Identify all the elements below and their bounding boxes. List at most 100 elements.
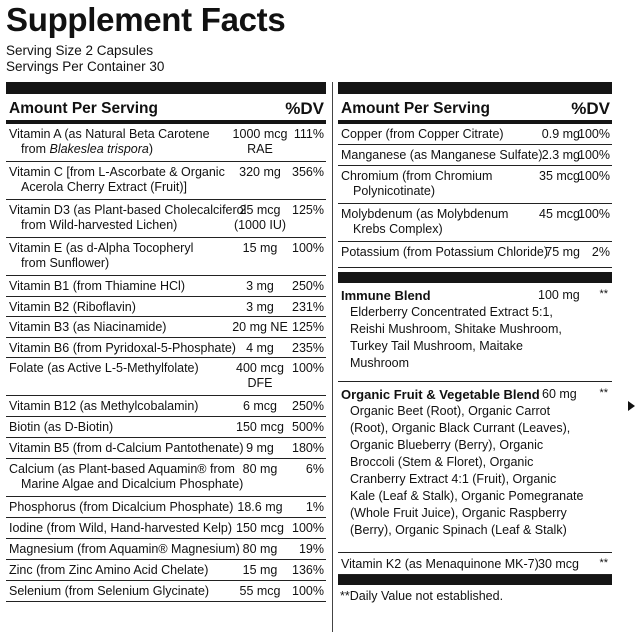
mineral-amount: 45 mcg	[539, 207, 580, 221]
nutrient-dv: 250%	[292, 399, 324, 413]
nutrient-dv: 111%	[293, 127, 324, 141]
nutrient-amount-line1: 80 mg	[242, 542, 278, 556]
nutrient-amount-line1: 55 mcg	[239, 584, 281, 598]
nutrient-amount: 18.6 mg	[224, 500, 296, 515]
mineral-name: Potassium (from Potassium Chloride)	[341, 245, 548, 260]
nutrient-amount: 1000 mcg RAE	[224, 127, 296, 157]
nutrient-amount-line1: 18.6 mg	[237, 500, 283, 514]
nutrient-row: Vitamin B3 (as Niacinamide) 20 mg NE 125%	[6, 317, 326, 338]
left-rows: Vitamin A (as Natural Beta Carotene from …	[6, 124, 326, 602]
nutrient-name-line2: from Wild-harvested Lichen)	[21, 218, 178, 232]
right-header: Amount Per Serving %DV	[338, 94, 612, 124]
nutrient-row: Biotin (as D-Biotin) 150 mcg 500%	[6, 417, 326, 438]
mineral-row: Manganese (as Manganese Sulfate) 2.3 mg 10…	[338, 145, 612, 166]
nutrient-name-line2: Acerola Cherry Extract (Fruit)]	[21, 180, 188, 194]
nutrient-row: Calcium (as Plant-based Aquamin® from Mar…	[6, 459, 326, 497]
nutrient-name-line1: Magnesium (from Aquamin® Magnesium)	[9, 542, 240, 556]
nutrient-row: Vitamin B5 (from d-Calcium Pantothenate)…	[6, 438, 326, 459]
mineral-name-line1: Molybdenum (as Molybdenum	[341, 207, 509, 221]
amount-per-serving-heading: Amount Per Serving	[341, 100, 490, 117]
mineral-row: Potassium (from Potassium Chloride) 75 mg…	[338, 242, 612, 268]
nutrient-row: Magnesium (from Aquamin® Magnesium) 80 mg…	[6, 539, 326, 560]
nutrient-amount-line1: 150 mcg	[236, 521, 284, 535]
nutrient-name-line1: Vitamin B2 (Riboflavin)	[9, 300, 136, 314]
fruit-blend-name: Organic Fruit & Vegetable Blend	[341, 387, 540, 402]
nutrient-amount: 20 mg NE	[224, 320, 296, 335]
nutrient-name: Phosphorus (from Dicalcium Phosphate)	[9, 500, 233, 515]
nutrient-amount: 25 mcg (1000 IU)	[224, 203, 296, 233]
nutrient-row: Vitamin B2 (Riboflavin) 3 mg 231%	[6, 297, 326, 317]
nutrient-name: Vitamin B12 (as Methylcobalamin)	[9, 399, 198, 414]
nutrient-amount-line1: 9 mg	[246, 441, 274, 455]
immune-blend-dv: **	[599, 288, 608, 300]
nutrient-name: Biotin (as D-Biotin)	[9, 420, 113, 435]
vitamin-k2-amount: 30 mcg	[538, 557, 579, 571]
mineral-name-line1: Chromium (from Chromium	[341, 169, 493, 183]
vitamin-k2-name: Vitamin K2 (as Menaquinone MK-7)	[341, 557, 539, 571]
nutrient-name-line1: Vitamin C [from L-Ascorbate & Organic	[9, 165, 225, 179]
nutrient-amount: 4 mg	[224, 341, 296, 356]
left-column: Amount Per Serving %DV Vitamin A (as Nat…	[6, 82, 326, 602]
mineral-name-line1: Manganese (as Manganese Sulfate)	[341, 148, 543, 162]
nutrient-name: Zinc (from Zinc Amino Acid Chelate)	[9, 563, 208, 578]
nutrient-dv: 100%	[292, 361, 324, 375]
nutrient-name-line2: Marine Algae and Dicalcium Phosphate)	[21, 477, 244, 491]
fruit-blend-amount: 60 mg	[542, 387, 577, 401]
mineral-name: Molybdenum (as Molybdenum Krebs Complex)	[341, 207, 508, 237]
nutrient-amount: 320 mg	[224, 165, 296, 180]
nutrient-name-line1: Vitamin B12 (as Methylcobalamin)	[9, 399, 199, 413]
nutrient-amount-line1: 1000 mcg	[232, 127, 288, 141]
servings-per-container: Servings Per Container 30	[6, 59, 165, 74]
nutrient-amount: 9 mg	[224, 441, 296, 456]
fruit-blend-dv: **	[599, 387, 608, 399]
nutrient-row: Phosphorus (from Dicalcium Phosphate) 18.…	[6, 497, 326, 518]
mineral-amount: 75 mg	[545, 245, 580, 259]
nutrient-amount-line1: 3 mg	[246, 279, 274, 293]
nutrient-name-line1: Vitamin B5 (from d-Calcium Pantothenate)	[9, 441, 244, 455]
nutrient-amount: 55 mcg	[224, 584, 296, 599]
dv-heading: %DV	[571, 99, 610, 118]
mineral-name-line1: Potassium (from Potassium Chloride)	[341, 245, 549, 259]
nutrient-name: Folate (as Active L-5-Methylfolate)	[9, 361, 199, 376]
nutrient-row: Vitamin C [from L-Ascorbate & Organic Ace…	[6, 162, 326, 200]
immune-blend-name: Immune Blend	[341, 288, 431, 303]
nutrient-amount: 3 mg	[224, 300, 296, 315]
section-bar	[338, 272, 612, 283]
nutrient-name-line1: Vitamin A (as Natural Beta Carotene	[9, 127, 210, 141]
serving-size: Serving Size 2 Capsules	[6, 43, 154, 58]
nutrient-name-line2: from Sunflower)	[21, 256, 110, 270]
header-bar	[6, 82, 326, 94]
nutrient-dv: 1%	[305, 500, 324, 514]
nutrient-dv: 100%	[292, 521, 324, 535]
nutrient-name: Iodine (from Wild, Hand-harvested Kelp)	[9, 521, 232, 536]
nutrient-name-line1: Iodine (from Wild, Hand-harvested Kelp)	[9, 521, 233, 535]
nutrient-dv: 125%	[292, 320, 324, 334]
column-divider	[332, 82, 333, 632]
nutrient-dv: 100%	[292, 584, 324, 598]
nutrient-row: Vitamin A (as Natural Beta Carotene from …	[6, 124, 326, 162]
nutrient-row: Vitamin B1 (from Thiamine HCl) 3 mg 250%	[6, 276, 326, 297]
mineral-dv: 2%	[591, 245, 610, 259]
mineral-name: Chromium (from Chromium Polynicotinate)	[341, 169, 492, 199]
nutrient-amount-line2: (1000 IU)	[233, 218, 287, 232]
nutrient-row: Vitamin D3 (as Plant-based Cholecalcifer…	[6, 200, 326, 238]
mineral-dv: 100%	[578, 207, 610, 221]
mineral-row: Chromium (from Chromium Polynicotinate) 35…	[338, 166, 612, 204]
nutrient-amount: 80 mg	[224, 462, 296, 477]
nutrient-amount: 15 mg	[224, 563, 296, 578]
nutrient-name: Vitamin B5 (from d-Calcium Pantothenate)	[9, 441, 244, 456]
mineral-dv: 100%	[578, 148, 610, 162]
nutrient-name: Vitamin D3 (as Plant-based Cholecalcifer…	[9, 203, 246, 233]
nutrient-amount: 400 mcg DFE	[224, 361, 296, 391]
nutrient-dv: 136%	[292, 563, 324, 577]
vitamin-k2-dv: **	[599, 557, 608, 569]
nutrient-amount-line1: 400 mcg	[236, 361, 284, 375]
dv-heading: %DV	[285, 99, 324, 118]
panel-title: Supplement Facts	[6, 1, 286, 38]
nutrient-name: Selenium (from Selenium Glycinate)	[9, 584, 209, 599]
nutrient-dv: 100%	[292, 241, 324, 255]
nutrient-name-line1: Vitamin E (as d-Alpha Tocopheryl	[9, 241, 194, 255]
nutrient-amount-line1: 25 mcg	[239, 203, 281, 217]
nutrient-name-line1: Biotin (as D-Biotin)	[9, 420, 114, 434]
mineral-name-line1: Copper (from Copper Citrate)	[341, 127, 504, 141]
